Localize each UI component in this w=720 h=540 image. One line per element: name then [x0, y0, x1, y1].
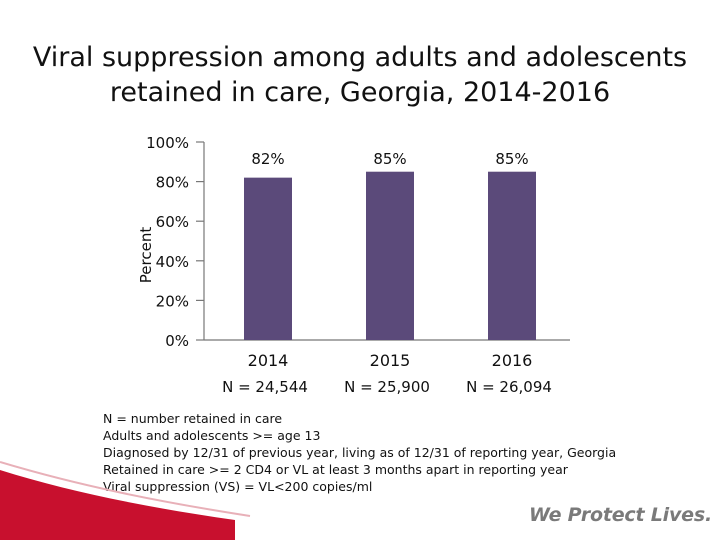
swoosh-highlight-line	[0, 461, 251, 517]
footnote-line: N = number retained in care	[103, 411, 283, 426]
bar-2014	[244, 177, 292, 340]
tagline: We Protect Lives.	[529, 504, 712, 526]
footnote-line: Viral suppression (VS) = VL<200 copies/m…	[103, 479, 373, 494]
x-category-label: 2014	[248, 351, 289, 370]
footnote-line: Adults and adolescents >= age 13	[103, 428, 321, 443]
x-category-label: 2016	[492, 351, 533, 370]
x-category-label: 2015	[370, 351, 411, 370]
footnotes: N = number retained in care Adults and a…	[103, 410, 663, 495]
y-tick-label: 20%	[156, 292, 189, 310]
footnote-line: Retained in care >= 2 CD4 or VL at least…	[103, 462, 568, 477]
y-tick-label: 40%	[156, 253, 189, 271]
bar-2016	[488, 171, 536, 340]
bar-value-label: 85%	[495, 150, 528, 168]
chart-title-line-2: retained in care, Georgia, 2014-2016	[109, 77, 611, 108]
x-category-sublabel: N = 25,900	[344, 378, 430, 396]
y-tick-label: 0%	[165, 332, 189, 350]
bar-2015	[366, 171, 414, 340]
bar-value-label: 85%	[373, 150, 406, 168]
y-tick-label: 60%	[156, 213, 189, 231]
y-axis-title: Percent	[137, 227, 155, 284]
chart-title: Viral suppression among adults and adole…	[0, 40, 720, 110]
red-swoosh-shape	[0, 470, 235, 540]
footnote-line: Diagnosed by 12/31 of previous year, liv…	[103, 445, 617, 460]
chart-title-line-1: Viral suppression among adults and adole…	[32, 42, 688, 73]
y-tick-label: 80%	[156, 174, 189, 192]
bar-value-label: 82%	[251, 150, 284, 168]
x-category-sublabel: N = 24,544	[222, 378, 308, 396]
x-category-sublabel: N = 26,094	[466, 378, 552, 396]
y-tick-label: 100%	[146, 134, 189, 152]
